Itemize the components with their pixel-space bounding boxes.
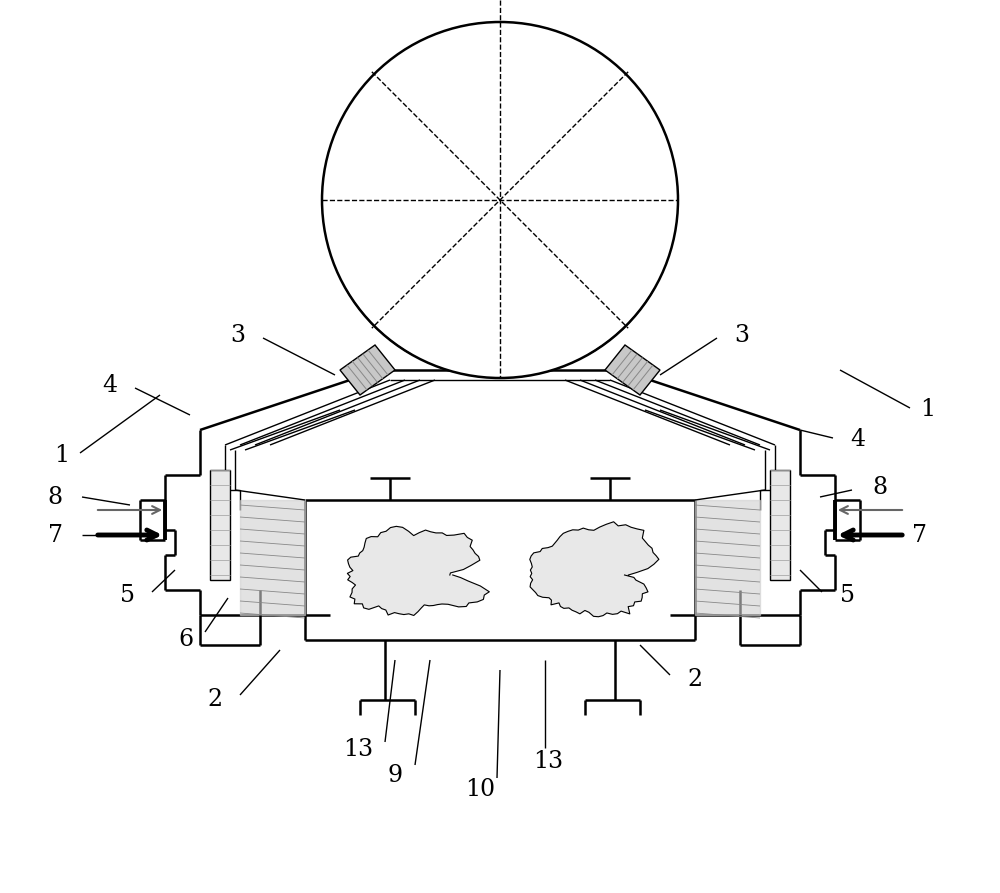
Text: 8: 8: [47, 486, 63, 508]
Polygon shape: [605, 345, 660, 395]
Polygon shape: [340, 345, 395, 395]
Circle shape: [322, 22, 678, 378]
Polygon shape: [530, 522, 659, 617]
Text: 2: 2: [687, 669, 703, 691]
Polygon shape: [240, 500, 305, 615]
Text: 3: 3: [230, 323, 246, 346]
Text: 7: 7: [48, 523, 62, 547]
Text: 4: 4: [102, 373, 118, 396]
Text: 13: 13: [533, 750, 563, 773]
Text: 9: 9: [387, 764, 403, 787]
Text: 5: 5: [840, 583, 856, 606]
Text: 3: 3: [734, 323, 750, 346]
Polygon shape: [695, 500, 760, 615]
Polygon shape: [770, 470, 790, 580]
Text: 7: 7: [912, 523, 928, 547]
Polygon shape: [347, 526, 489, 615]
Polygon shape: [210, 470, 230, 580]
Text: 13: 13: [343, 739, 373, 762]
Text: 10: 10: [465, 779, 495, 802]
Text: 8: 8: [872, 475, 888, 498]
Text: 6: 6: [178, 629, 194, 652]
Text: 2: 2: [207, 689, 223, 712]
Text: 1: 1: [920, 398, 936, 421]
Text: 4: 4: [850, 429, 866, 452]
Text: 1: 1: [54, 444, 70, 466]
Text: 5: 5: [120, 583, 136, 606]
